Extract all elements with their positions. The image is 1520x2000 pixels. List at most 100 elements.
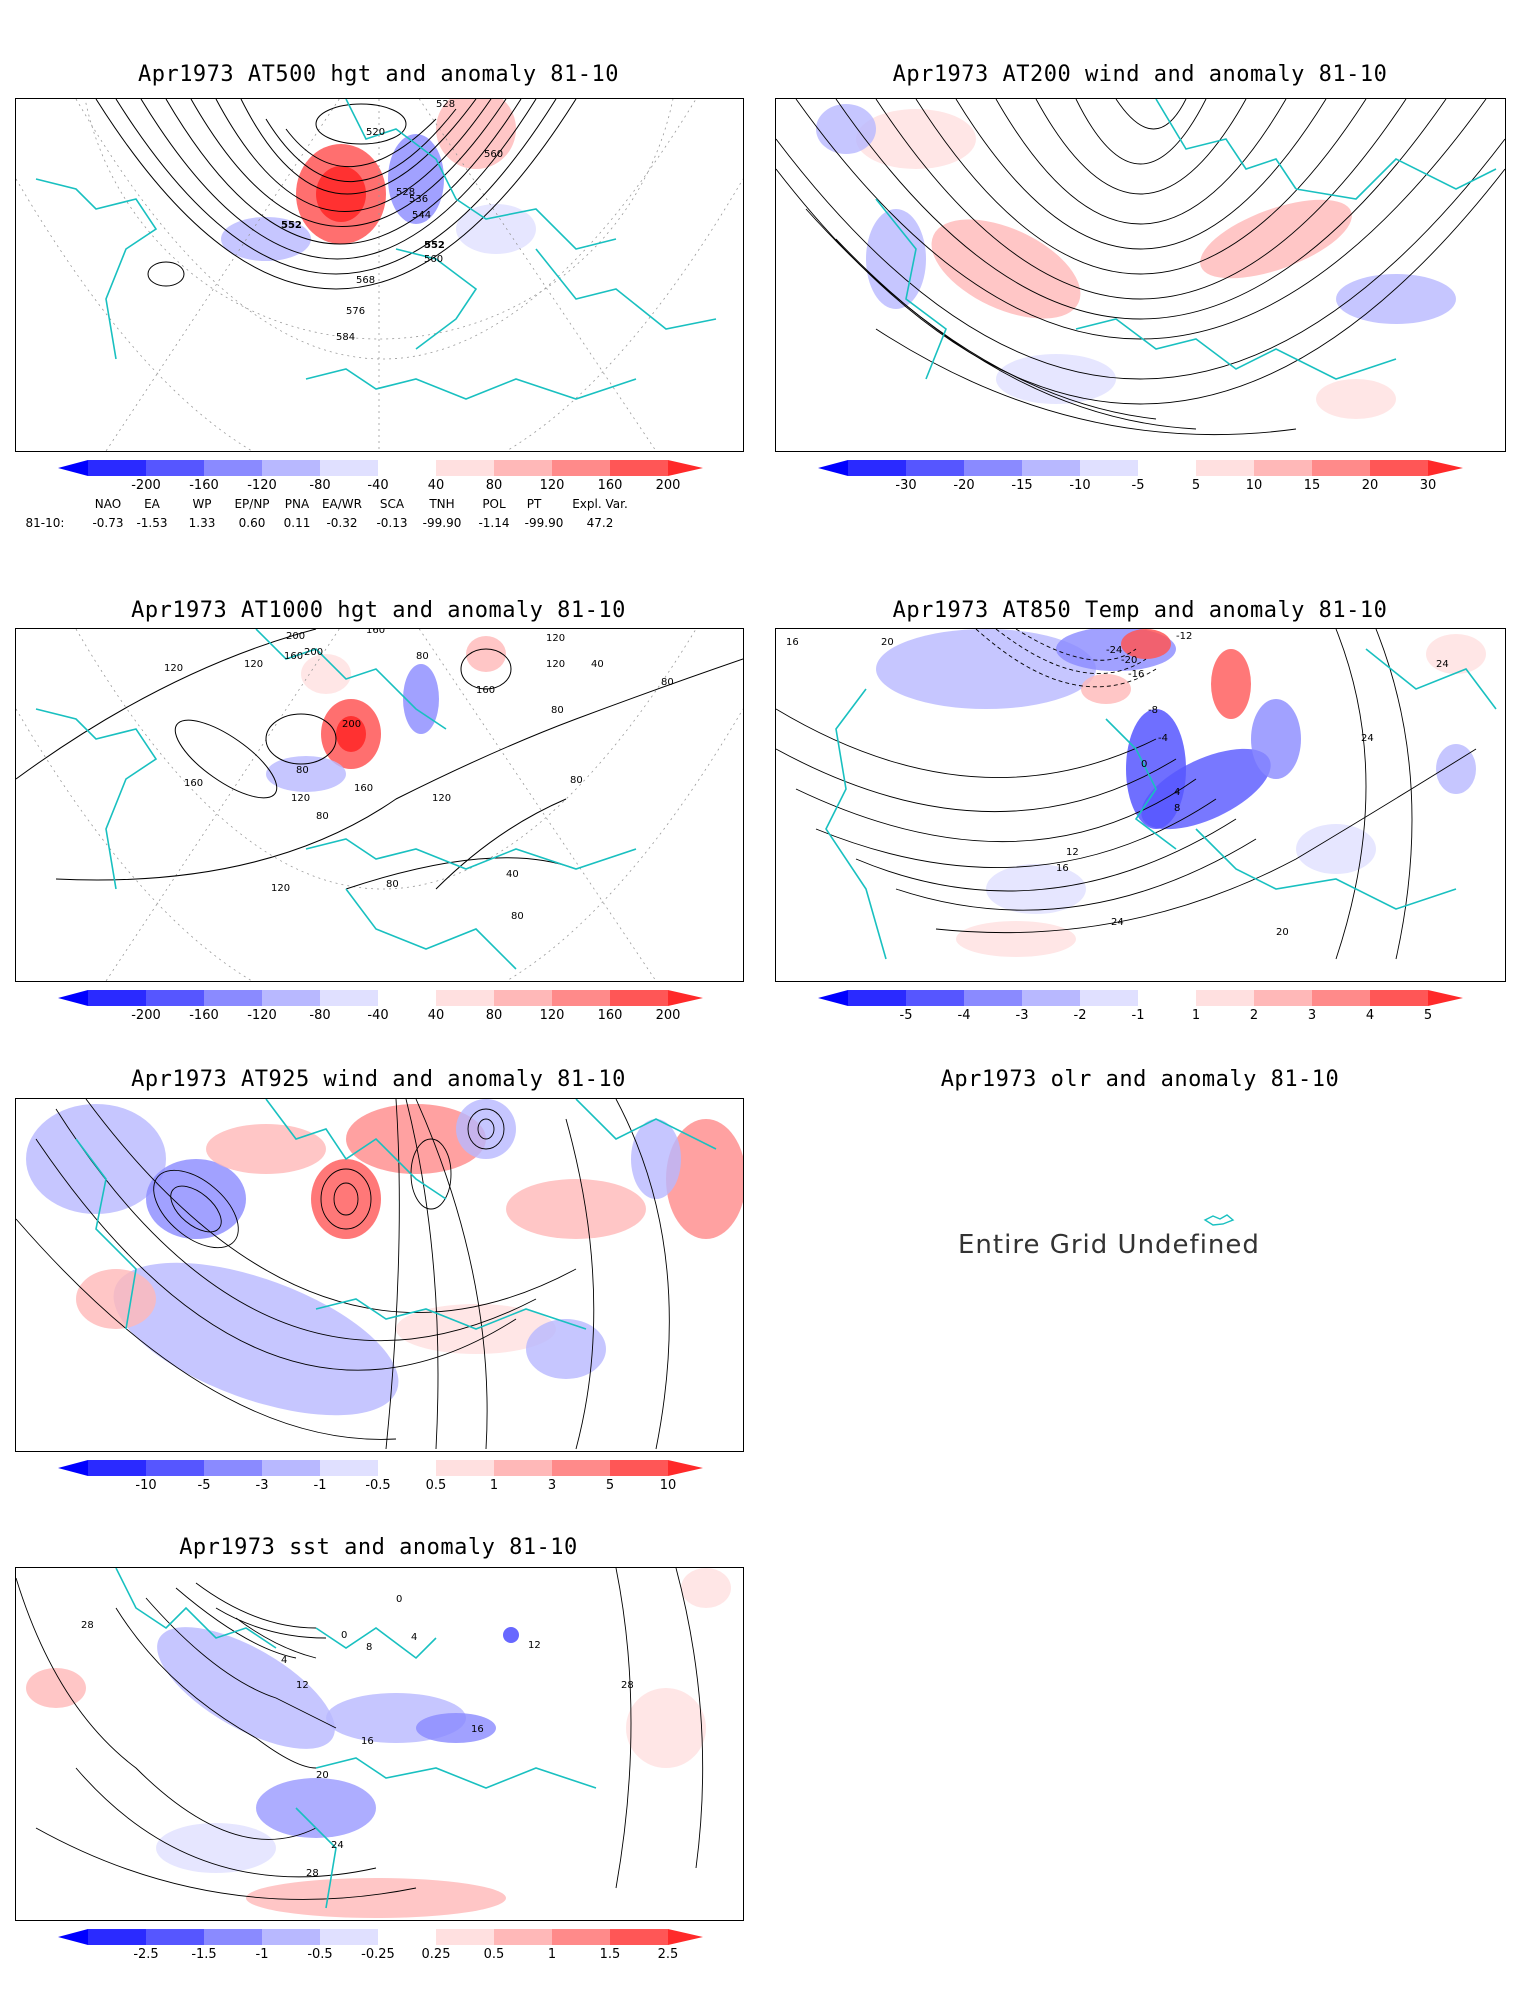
- coastlines: [115, 1568, 597, 1909]
- svg-text:80: 80: [570, 775, 583, 786]
- graticule: [16, 99, 743, 451]
- streamlines: [776, 99, 1505, 436]
- map-panel-200wind: [775, 98, 1506, 452]
- svg-text:80: 80: [316, 811, 329, 822]
- svg-text:16: 16: [361, 1736, 374, 1747]
- anomaly-negative: [388, 134, 444, 224]
- anomaly-negative: [456, 204, 536, 254]
- svg-text:4: 4: [1174, 787, 1180, 798]
- panel-title: Apr1973 AT925 wind and anomaly 81-10: [131, 1067, 626, 1092]
- undefined-grid-panel: Entire Grid Undefined: [775, 1098, 1504, 1450]
- svg-text:24: 24: [331, 1840, 344, 1851]
- svg-text:80: 80: [661, 677, 674, 688]
- panel-title: Apr1973 sst and anomaly 81-10: [179, 1535, 578, 1560]
- map-canvas: 120 200 160 200 160 120 120 80 120 40 80…: [16, 629, 743, 981]
- svg-text:-8: -8: [1148, 705, 1158, 716]
- svg-text:40: 40: [591, 659, 604, 670]
- map-fragment: [1203, 1214, 1235, 1226]
- map-panel-500hgt: 528 520 560 536 544 552 552 560 568 576 …: [15, 98, 744, 452]
- svg-text:-12: -12: [1176, 631, 1192, 642]
- svg-text:80: 80: [296, 765, 309, 776]
- map-panel-850temp: 16 20 -24 -12 -20 -16 24 -8 -4 24 0 4 8 …: [775, 628, 1506, 982]
- svg-text:12: 12: [1066, 847, 1079, 858]
- map-canvas: 28 0 4 12 0 8 4 12 16 16 20 24 28 28: [16, 1568, 731, 1918]
- svg-text:20: 20: [316, 1770, 329, 1781]
- svg-text:24: 24: [1111, 917, 1124, 928]
- height-contours: [16, 629, 743, 890]
- svg-text:-16: -16: [1128, 669, 1144, 680]
- svg-text:20: 20: [881, 637, 894, 648]
- map-panel-1000hgt: 120 200 160 200 160 120 120 80 120 40 80…: [15, 628, 744, 982]
- colorbar: [58, 1929, 703, 1945]
- map-canvas: [16, 1099, 743, 1450]
- map-panel-925wind: [15, 1098, 744, 1452]
- colorbar: [58, 1460, 703, 1476]
- svg-text:-20: -20: [1121, 655, 1137, 666]
- svg-text:576: 576: [346, 306, 365, 317]
- svg-text:0: 0: [341, 1630, 347, 1641]
- svg-text:12: 12: [296, 1680, 309, 1691]
- svg-text:80: 80: [416, 651, 429, 662]
- svg-text:552: 552: [281, 220, 302, 231]
- svg-text:120: 120: [546, 633, 565, 644]
- coastlines: [75, 1099, 717, 1330]
- map-canvas: [776, 99, 1505, 436]
- svg-text:528: 528: [396, 187, 415, 198]
- map-panel-sst: 28 0 4 12 0 8 4 12 16 16 20 24 28 28: [15, 1567, 744, 1921]
- svg-text:4: 4: [411, 1632, 417, 1643]
- sst-contours: [16, 1568, 704, 1900]
- map-canvas: 16 20 -24 -12 -20 -16 24 -8 -4 24 0 4 8 …: [776, 629, 1497, 960]
- panel-title: Apr1973 AT1000 hgt and anomaly 81-10: [131, 598, 626, 623]
- anomaly-positive: [436, 99, 516, 169]
- svg-text:8: 8: [1174, 803, 1180, 814]
- svg-text:536: 536: [409, 194, 428, 205]
- svg-text:0: 0: [396, 1594, 402, 1605]
- svg-text:120: 120: [271, 883, 290, 894]
- svg-text:12: 12: [528, 1640, 541, 1651]
- svg-text:16: 16: [786, 637, 799, 648]
- svg-text:544: 544: [412, 210, 431, 221]
- svg-text:24: 24: [1361, 733, 1374, 744]
- svg-text:80: 80: [511, 911, 524, 922]
- svg-text:28: 28: [81, 1620, 94, 1631]
- colorbar: [58, 990, 703, 1006]
- colorbar: [818, 460, 1463, 476]
- svg-text:160: 160: [284, 651, 303, 662]
- svg-text:4: 4: [281, 1655, 287, 1666]
- contour-labels: 528 520 560 536 544 552 552 560 568 576 …: [281, 99, 503, 343]
- svg-text:160: 160: [366, 629, 385, 636]
- svg-text:120: 120: [291, 793, 310, 804]
- svg-text:120: 120: [546, 659, 565, 670]
- svg-text:568: 568: [356, 275, 375, 286]
- svg-text:40: 40: [506, 869, 519, 880]
- svg-text:120: 120: [164, 663, 183, 674]
- svg-text:560: 560: [484, 149, 503, 160]
- colorbar: [58, 460, 703, 476]
- svg-text:28: 28: [621, 1680, 634, 1691]
- contour-labels: 120 200 160 200 160 120 120 80 120 40 80…: [164, 629, 674, 922]
- panel-title: Apr1973 AT850 Temp and anomaly 81-10: [892, 598, 1388, 623]
- svg-text:120: 120: [244, 659, 263, 670]
- temp-contours: [776, 629, 1477, 960]
- coastlines: [825, 648, 1497, 960]
- svg-text:584: 584: [336, 332, 355, 343]
- panel-title: Apr1973 AT200 wind and anomaly 81-10: [892, 62, 1388, 87]
- svg-text:8: 8: [366, 1642, 372, 1653]
- svg-text:200: 200: [304, 647, 323, 658]
- height-contours: [95, 99, 577, 290]
- svg-text:120: 120: [432, 793, 451, 804]
- svg-text:528: 528: [436, 99, 455, 110]
- svg-text:200: 200: [286, 631, 305, 642]
- svg-text:16: 16: [1056, 863, 1069, 874]
- svg-text:-4: -4: [1158, 733, 1168, 744]
- svg-text:0: 0: [1141, 759, 1147, 770]
- svg-text:520: 520: [366, 127, 385, 138]
- svg-text:160: 160: [354, 783, 373, 794]
- coastlines: [875, 99, 1497, 380]
- svg-text:160: 160: [476, 685, 495, 696]
- svg-text:-24: -24: [1106, 645, 1122, 656]
- svg-text:560: 560: [424, 254, 443, 265]
- svg-text:552: 552: [424, 240, 445, 251]
- contour-labels: 28 0 4 12 0 8 4 12 16 16 20 24 28 28: [81, 1594, 634, 1879]
- svg-text:80: 80: [386, 879, 399, 890]
